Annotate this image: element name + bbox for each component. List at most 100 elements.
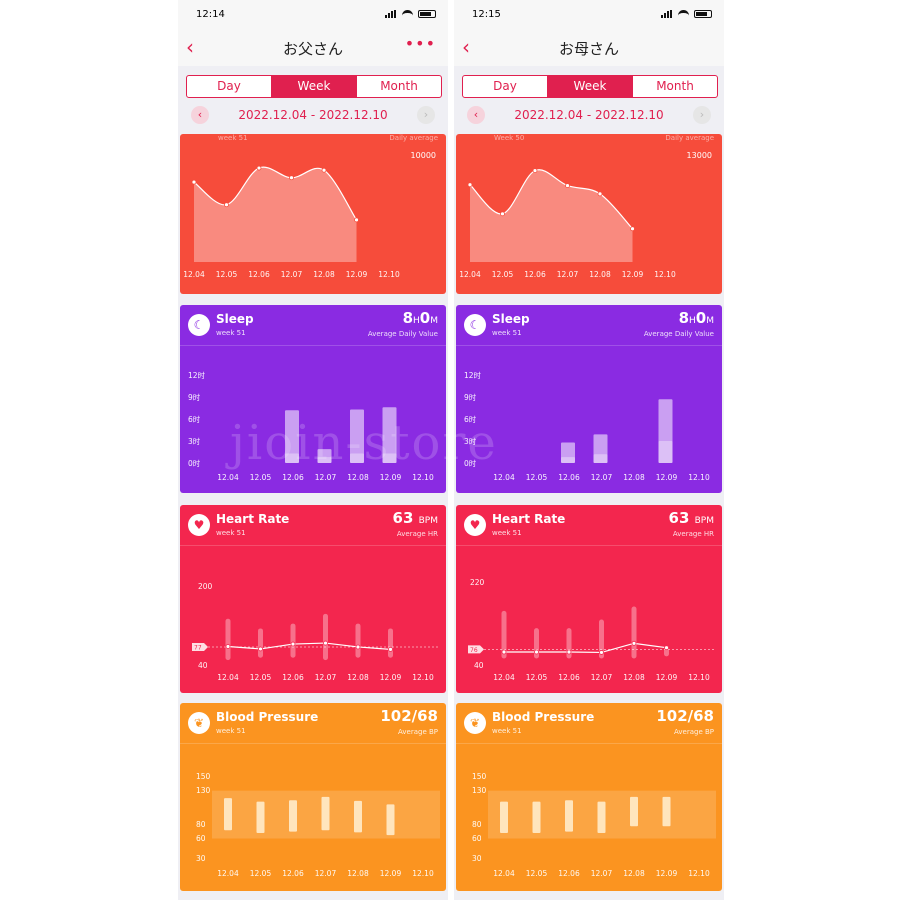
bp-x-tick: 12.07 (590, 869, 613, 878)
heart-average-marker (468, 645, 484, 654)
back-button[interactable]: ‹ (186, 35, 194, 59)
bp-week-label: week 51 (492, 727, 522, 735)
heart-average-marker-label: 76 (470, 647, 478, 654)
sleep-y-tick: 12时 (464, 371, 482, 380)
heart-point (323, 640, 328, 646)
steps-x-tick: 12.09 (345, 270, 368, 279)
heart-point (258, 646, 263, 652)
bp-y-tick: 130 (196, 785, 211, 795)
steps-chart (191, 165, 359, 262)
heart-point (225, 644, 231, 649)
bp-bar (289, 800, 297, 832)
sleep-x-tick: 12.06 (558, 473, 580, 482)
steps-point (532, 168, 538, 174)
heart-average-marker-label: 77 (194, 644, 202, 651)
heart-point (631, 640, 637, 646)
sleep-week-label: week 51 (216, 329, 246, 337)
sleep-y-tick: 3时 (464, 437, 477, 446)
bp-bar (630, 796, 638, 827)
bp-y-tick: 60 (196, 833, 206, 843)
tab-day[interactable]: Day (217, 79, 241, 93)
tab-month[interactable]: Month (356, 76, 441, 97)
heart-range-bar (501, 610, 507, 659)
heart-x-tick: 12.07 (314, 673, 337, 682)
heart-range-bar (599, 619, 604, 659)
sleep-deep-bar (317, 457, 332, 463)
tab-week[interactable]: Week (547, 76, 632, 97)
steps-x-tick: 12.08 (589, 270, 611, 279)
sleep-card[interactable]: ☾ Sleep week 51 8H0M Average Daily Value… (456, 305, 722, 493)
sleep-x-tick: 12.07 (314, 473, 337, 482)
bp-y-tick: 30 (196, 854, 206, 863)
period-tabs: Day Week Month (462, 75, 718, 98)
kidney-icon: ❦ (188, 712, 210, 734)
steps-point (191, 179, 197, 185)
blood-pressure-card[interactable]: ❦ Blood Pressure week 51 102/68 Average … (456, 703, 722, 891)
heart-sub-label: Average HR (396, 530, 438, 538)
steps-point (500, 211, 505, 217)
heart-rate-chart: 77 (192, 613, 438, 661)
sleep-x-tick: 12.09 (655, 473, 678, 482)
nav-bar: ‹ お母さん (454, 32, 724, 66)
heart-rate-card[interactable]: 77 ♥ Heart Rate week 51 63 BPM Average H… (180, 505, 446, 693)
next-week-button[interactable]: › (417, 106, 435, 124)
previous-week-button[interactable]: ‹ (467, 106, 485, 124)
heart-range-bar (258, 628, 263, 658)
heart-x-tick: 12.09 (379, 673, 402, 682)
steps-x-tick: 12.10 (654, 270, 676, 279)
bp-title: Blood Pressure (492, 710, 595, 724)
steps-x-tick: 12.04 (183, 270, 205, 279)
sleep-x-tick: 12.08 (623, 473, 645, 482)
steps-max-label: 13000 (686, 151, 712, 160)
sleep-x-tick: 12.07 (590, 473, 613, 482)
heart-point (388, 646, 393, 652)
heart-y-bottom: 40 (198, 661, 208, 670)
phone-screen-mother: 12:15 ‹ お母さん Day Week Month ‹ 2022.12.04… (454, 0, 724, 900)
divider (456, 545, 722, 546)
steps-card[interactable]: Week 50 Daily average 13000 12.04 12.05 12… (456, 134, 722, 294)
heart-sub-label: Average HR (672, 530, 714, 538)
sleep-bar (285, 410, 299, 463)
heart-point (501, 649, 507, 655)
previous-week-button[interactable]: ‹ (191, 106, 209, 124)
heart-week-label: week 51 (492, 529, 522, 537)
heart-range-bar (388, 628, 393, 658)
bp-y-tick: 80 (196, 819, 206, 829)
bp-bar (321, 796, 330, 831)
bp-y-tick: 150 (196, 772, 211, 781)
sleep-bar (382, 407, 397, 463)
signal-icon (385, 10, 397, 18)
tab-week[interactable]: Week (271, 76, 356, 97)
steps-card[interactable]: week 51 Daily average 10000 12.04 12.05 12… (180, 134, 446, 294)
sleep-chart (561, 399, 673, 463)
bp-x-tick: 12.05 (249, 869, 272, 878)
blood-pressure-card[interactable]: ❦ Blood Pressure week 51 102/68 Average … (180, 703, 446, 891)
tab-month[interactable]: Month (632, 76, 717, 97)
heart-x-tick: 12.06 (558, 673, 580, 682)
back-button[interactable]: ‹ (462, 35, 470, 59)
heart-range-bar (355, 623, 361, 658)
steps-chart (467, 168, 635, 262)
next-week-button[interactable]: › (693, 106, 711, 124)
tab-day[interactable]: Day (493, 79, 517, 93)
sleep-bar (658, 399, 673, 463)
bp-bar (354, 800, 362, 833)
steps-area (194, 167, 357, 262)
more-options-icon[interactable]: ••• (404, 34, 436, 53)
sleep-hours: 8 (402, 309, 414, 327)
bpm-unit: BPM (418, 516, 438, 526)
sleep-deep-bar (350, 453, 364, 463)
heart-average-value: 63 BPM (393, 509, 438, 527)
steps-x-tick: 12.08 (313, 270, 335, 279)
bp-bar (662, 796, 671, 827)
sleep-deep-bar (593, 454, 608, 463)
steps-week-label: week 51 (218, 134, 248, 142)
sleep-card[interactable]: ☾ Sleep week 51 8H0M Average Daily Value… (180, 305, 446, 493)
bp-x-tick: 12.05 (525, 869, 548, 878)
sleep-bar (561, 442, 575, 463)
nav-bar: ‹ お父さん ••• (178, 32, 448, 66)
heart-x-tick: 12.04 (493, 673, 515, 682)
heart-rate-card[interactable]: 76 ♥ Heart Rate week 51 63 BPM Average H… (456, 505, 722, 693)
bp-average-value: 102/68 (656, 707, 714, 725)
wifi-icon (402, 10, 413, 18)
